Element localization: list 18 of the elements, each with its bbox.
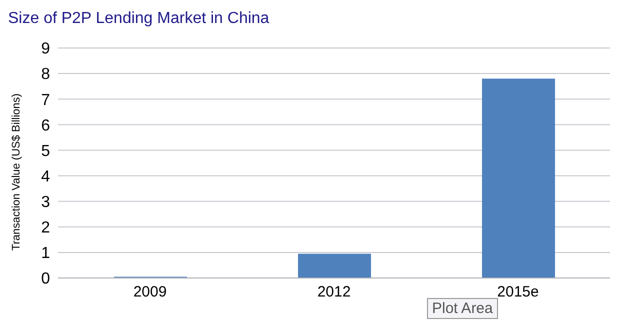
y-tick-label: 3 [41, 194, 50, 212]
y-tick-label: 4 [41, 168, 50, 186]
y-tick-label: 6 [41, 117, 50, 134]
x-tick-label: 2009 [133, 284, 167, 301]
chart-title: Size of P2P Lending Market in China [8, 10, 270, 28]
y-tick-label: 2 [41, 220, 50, 237]
y-tick-label: 0 [41, 270, 50, 288]
y-tick-label: 7 [41, 92, 50, 109]
y-tick-label: 8 [41, 66, 50, 84]
x-tick-label: 2012 [317, 284, 351, 301]
y-tick-label: 9 [41, 40, 50, 58]
bar [298, 254, 371, 278]
y-axis-title: Transaction Value (US$ Billions) [11, 93, 23, 251]
bar [482, 78, 555, 278]
text: Plot Area [427, 298, 498, 319]
y-tick-label: 5 [41, 142, 50, 160]
x-tick-label: 2015e [497, 284, 539, 301]
y-tick-label: 1 [41, 245, 50, 262]
